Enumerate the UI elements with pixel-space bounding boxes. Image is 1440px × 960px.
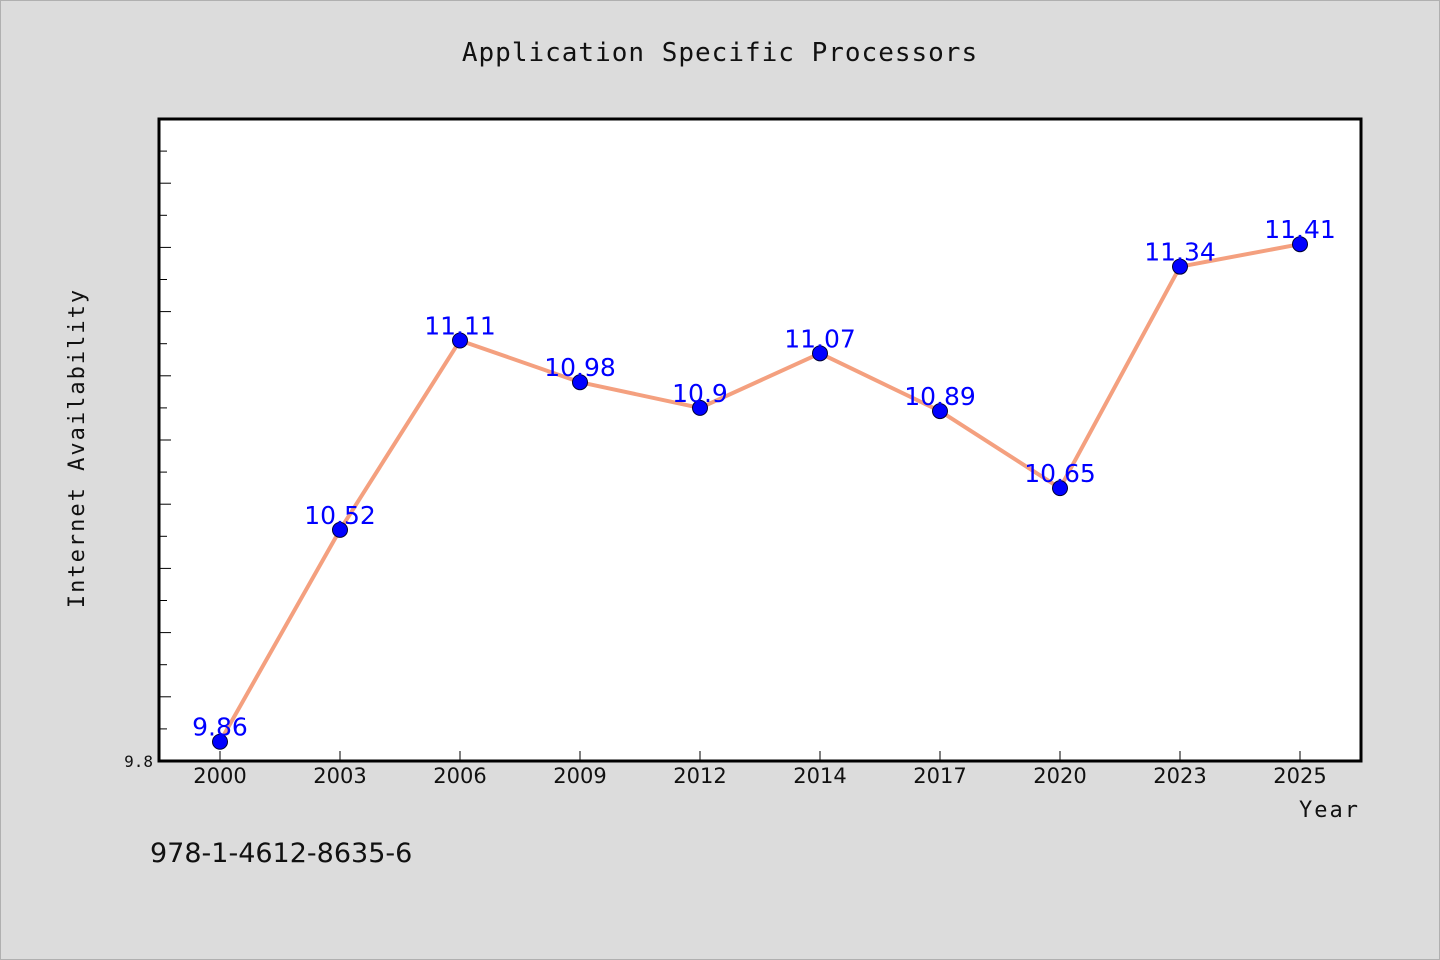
data-label: 10.89 bbox=[904, 382, 976, 411]
x-tick-label: 2000 bbox=[193, 764, 246, 788]
plot-area bbox=[157, 117, 1363, 763]
x-tick-label: 2020 bbox=[1033, 764, 1086, 788]
data-label: 11.11 bbox=[424, 311, 496, 340]
y-axis-label: Internet Availability bbox=[65, 288, 90, 608]
data-labels-group: 9.86 10.52 11.11 10.98 10.9 11.07 10.89 10.65 11… bbox=[192, 215, 1336, 742]
x-tick-label: 2003 bbox=[313, 764, 366, 788]
data-label: 10.98 bbox=[544, 353, 616, 382]
series-line bbox=[218, 242, 1302, 744]
x-tick-label: 2023 bbox=[1153, 764, 1206, 788]
data-label: 10.52 bbox=[304, 501, 376, 530]
x-tick-label: 2025 bbox=[1273, 764, 1326, 788]
footnote-isbn: 978-1-4612-8635-6 bbox=[150, 838, 412, 869]
data-point bbox=[1052, 480, 1068, 497]
y-axis-ticks: 9.8 bbox=[124, 150, 171, 771]
data-label: 9.86 bbox=[192, 713, 248, 742]
x-tick-label: 2009 bbox=[553, 764, 606, 788]
data-label: 11.34 bbox=[1144, 238, 1216, 267]
series-group bbox=[218, 242, 1302, 744]
markers-group bbox=[212, 236, 1308, 750]
x-tick-label: 2017 bbox=[913, 764, 966, 788]
data-point bbox=[1172, 258, 1188, 275]
chart-title: Application Specific Processors bbox=[462, 38, 978, 68]
data-label: 11.07 bbox=[784, 324, 856, 353]
data-point bbox=[1292, 236, 1308, 253]
x-axis-ticks: 2000 2003 2006 2009 2012 2014 2017 2020 2023 2025 bbox=[193, 751, 1327, 788]
x-axis-label: Year bbox=[1299, 798, 1360, 823]
data-point bbox=[692, 399, 708, 416]
data-point bbox=[932, 403, 948, 420]
x-tick-label: 2012 bbox=[673, 764, 726, 788]
x-tick-label: 2006 bbox=[433, 764, 486, 788]
data-label: 11.41 bbox=[1264, 215, 1336, 244]
data-label: 10.9 bbox=[672, 379, 728, 408]
data-point bbox=[212, 733, 228, 750]
data-label: 10.65 bbox=[1024, 459, 1096, 488]
data-point bbox=[332, 521, 348, 538]
x-tick-label: 2014 bbox=[793, 764, 846, 788]
data-point bbox=[452, 332, 468, 349]
data-point bbox=[572, 374, 588, 391]
y-tick-label: 9.8 bbox=[124, 752, 153, 771]
data-point bbox=[812, 345, 828, 362]
